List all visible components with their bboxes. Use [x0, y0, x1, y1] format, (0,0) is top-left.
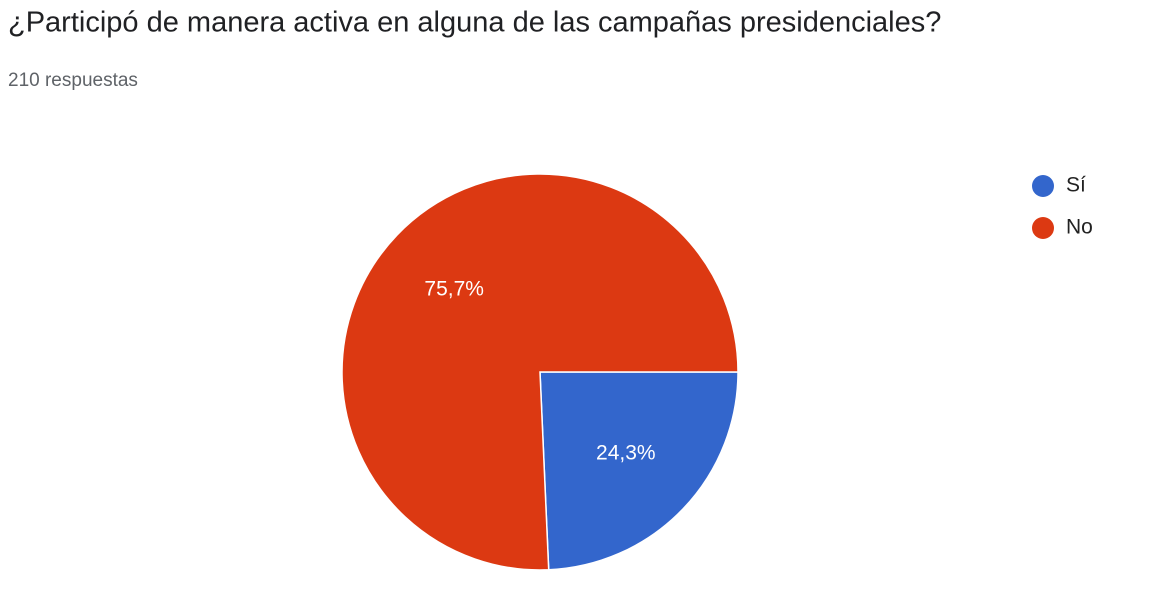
legend-swatch — [1032, 175, 1054, 197]
pie-slice — [341, 173, 739, 571]
legend-label: Sí — [1066, 174, 1086, 197]
chart-subtitle: 210 respuestas — [8, 70, 138, 91]
slice-label: 75,7% — [424, 277, 484, 300]
slice-label: 24,3% — [596, 442, 656, 465]
legend-label: No — [1066, 216, 1093, 239]
legend-swatch — [1032, 217, 1054, 239]
chart-title: ¿Participó de manera activa en alguna de… — [8, 7, 941, 39]
pie-slice — [539, 371, 739, 571]
